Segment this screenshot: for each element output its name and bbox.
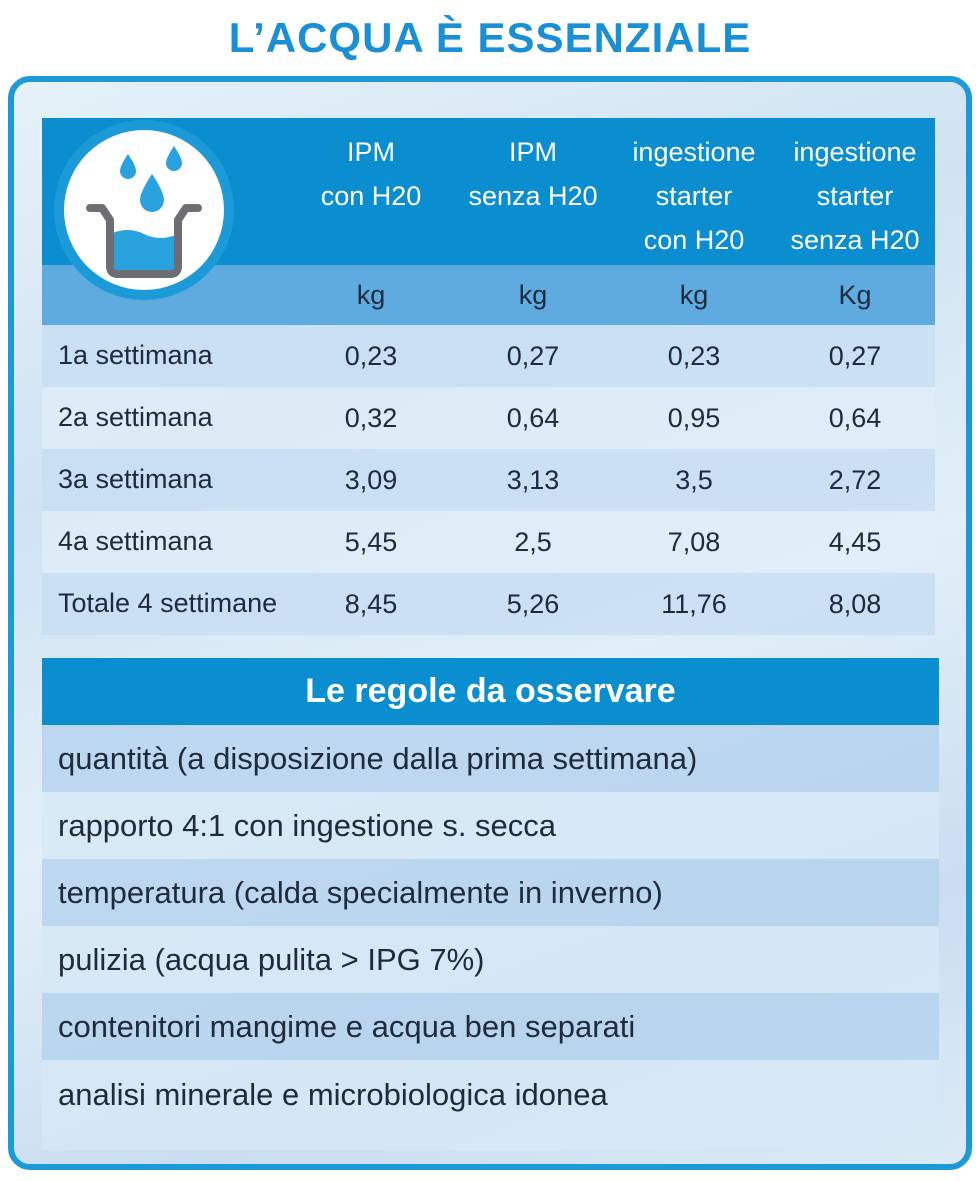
rule-item: analisi minerale e microbiologica idonea <box>42 1060 939 1150</box>
rules-panel: Le regole da osservare quantità (a dispo… <box>42 658 939 1150</box>
cell: 3,5 <box>675 465 713 495</box>
header-line: starter <box>816 181 894 211</box>
row-label: 2a settimana <box>58 402 213 432</box>
header-line: con H20 <box>320 181 422 211</box>
unit-label: kg <box>518 280 548 310</box>
rule-item: quantità (a disposizione dalla prima set… <box>42 725 939 792</box>
header-line: ingestione <box>632 137 756 167</box>
column-header-ipm-con-h2o: IPM con H20 <box>291 130 451 218</box>
rules-list: quantità (a disposizione dalla prima set… <box>42 725 939 1150</box>
header-line: senza H20 <box>790 225 920 255</box>
cell: 0,95 <box>667 403 721 433</box>
cell: 5,26 <box>506 589 560 619</box>
cell: 3,13 <box>506 465 560 495</box>
cell: 0,27 <box>828 341 882 371</box>
cell: 8,08 <box>828 589 882 619</box>
cell: 0,32 <box>344 403 398 433</box>
cell: 4,45 <box>828 527 882 557</box>
row-label: 4a settimana <box>58 526 213 556</box>
cell: 2,72 <box>828 465 882 495</box>
header-line: con H20 <box>643 225 745 255</box>
column-header-starter-con-h2o: ingestione starter con H20 <box>614 130 774 262</box>
header-line: IPM <box>346 137 395 167</box>
header-line: IPM <box>508 137 557 167</box>
table-row: 2a settimana 0,32 0,64 0,95 0,64 <box>42 387 935 449</box>
rule-item: pulizia (acqua pulita > IPG 7%) <box>42 926 939 993</box>
cell: 0,23 <box>667 341 721 371</box>
header-line: starter <box>655 181 733 211</box>
cell: 7,08 <box>667 527 721 557</box>
water-basin-icon <box>50 116 238 304</box>
cell: 2,5 <box>514 527 552 557</box>
cell: 3,09 <box>344 465 398 495</box>
table-row-total: Totale 4 settimane 8,45 5,26 11,76 8,08 <box>42 573 935 635</box>
cell: 0,64 <box>506 403 560 433</box>
cell: 0,27 <box>506 341 560 371</box>
cell: 0,64 <box>828 403 882 433</box>
rule-item: rapporto 4:1 con ingestione s. secca <box>42 792 939 859</box>
cell: 0,23 <box>344 341 398 371</box>
cell: 11,76 <box>661 589 727 619</box>
row-label: 3a settimana <box>58 464 213 494</box>
cell: 8,45 <box>344 589 398 619</box>
unit-label: kg <box>679 280 709 310</box>
header-line: senza H20 <box>468 181 598 211</box>
header-line: ingestione <box>793 137 917 167</box>
page-title: L’ACQUA È ESSENZIALE <box>228 14 752 61</box>
rule-item: contenitori mangime e acqua ben separati <box>42 993 939 1060</box>
rule-item: temperatura (calda specialmente in inver… <box>42 859 939 926</box>
table-body: 1a settimana 0,23 0,27 0,23 0,27 2a settiman… <box>42 325 935 635</box>
table-row: 4a settimana 5,45 2,5 7,08 4,45 <box>42 511 935 573</box>
unit-label: kg <box>356 280 386 310</box>
table-row: 1a settimana 0,23 0,27 0,23 0,27 <box>42 325 935 387</box>
cell: 5,45 <box>344 527 398 557</box>
row-label: Totale 4 settimane <box>58 588 278 618</box>
unit-label: Kg <box>838 280 872 310</box>
table-row: 3a settimana 3,09 3,13 3,5 2,72 <box>42 449 935 511</box>
column-header-starter-senza-h2o: ingestione starter senza H20 <box>775 130 935 262</box>
rules-title: Le regole da osservare <box>42 658 939 725</box>
column-header-ipm-senza-h2o: IPM senza H20 <box>453 130 613 218</box>
row-label: 1a settimana <box>58 340 213 370</box>
